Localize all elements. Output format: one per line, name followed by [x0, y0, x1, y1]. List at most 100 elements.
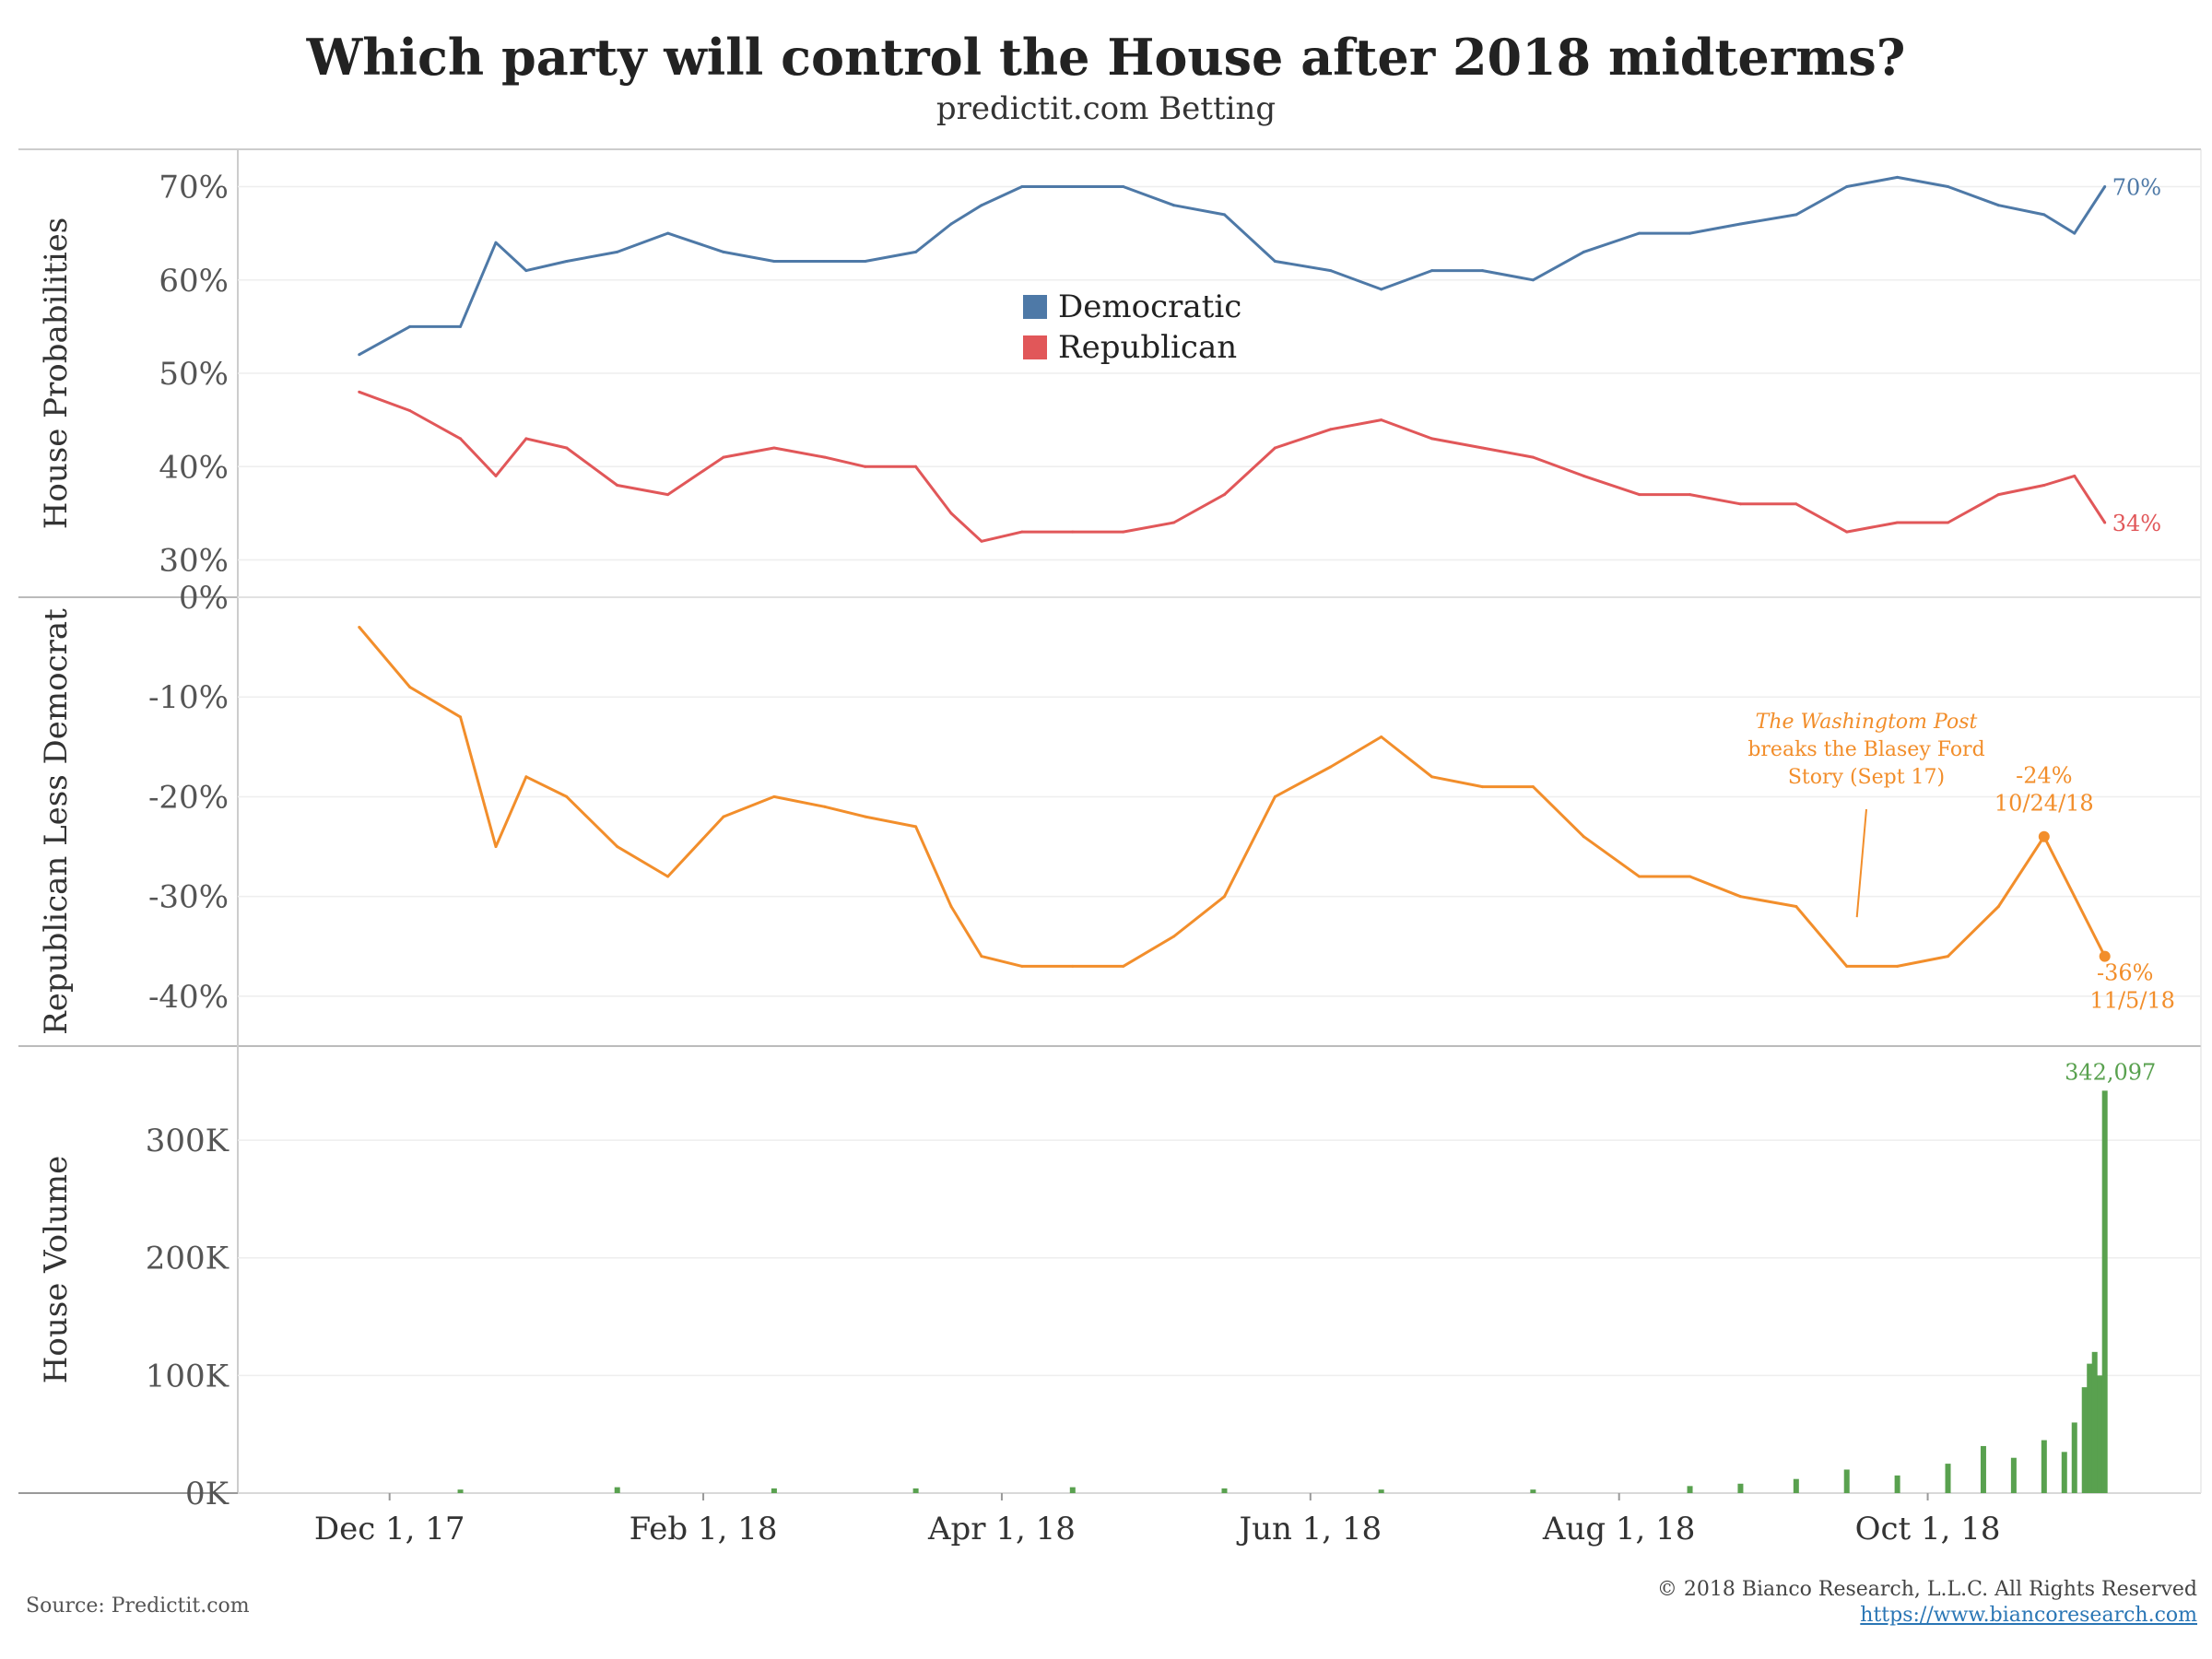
- data-point: [1794, 213, 1798, 217]
- volume-bar: [457, 1489, 464, 1493]
- data-point: [616, 845, 619, 849]
- data-point: [722, 815, 725, 818]
- website-link[interactable]: https://www.biancoresearch.com: [1860, 1604, 2197, 1627]
- data-point: [772, 794, 776, 798]
- volume-bar: [2091, 1351, 2098, 1493]
- volume-bar: [2061, 1452, 2067, 1493]
- data-point: [1273, 446, 1277, 450]
- data-point: [1329, 269, 1333, 273]
- data-point: [1582, 835, 1585, 839]
- data-point: [1122, 530, 1125, 534]
- x-tick-label: Apr 1, 18: [927, 1511, 1076, 1547]
- data-point: [1738, 895, 1742, 899]
- legend-label: Republican: [1058, 329, 1237, 366]
- peak-volume-label: 342,097: [2065, 1059, 2156, 1085]
- volume-panel: 0K 100K 200K 300K House Volume 342,097: [38, 1059, 2156, 1512]
- volume-bar: [771, 1488, 777, 1493]
- series-end-label: 34%: [2112, 511, 2161, 536]
- data-point: [358, 390, 361, 394]
- data-point: [1688, 875, 1692, 878]
- copyright-note: © 2018 Bianco Research, L.L.C. All Right…: [1656, 1578, 2197, 1601]
- data-point: [1845, 185, 1849, 188]
- data-point: [565, 446, 569, 450]
- y-axis-label: House Volume: [38, 1156, 75, 1383]
- data-point: [408, 409, 412, 412]
- volume-bar: [1737, 1483, 1744, 1493]
- y-axis-label: Republican Less Democrat: [38, 608, 75, 1035]
- data-point: [980, 539, 983, 543]
- annotation-text: breaks the Blasey Ford: [1747, 738, 1984, 761]
- data-point: [2073, 231, 2077, 235]
- data-point: [949, 512, 953, 515]
- y-tick-label: -20%: [148, 779, 229, 816]
- data-point: [1947, 955, 1950, 959]
- data-point: [1222, 213, 1226, 217]
- data-point: [1020, 964, 1024, 968]
- spread-panel: 0% -10% -20% -30% -40% Republican Less Democr…: [38, 580, 2175, 1035]
- data-point: [666, 231, 670, 235]
- data-point: [914, 825, 918, 829]
- data-point: [864, 815, 867, 818]
- volume-bar: [2010, 1457, 2017, 1493]
- data-point: [1480, 269, 1484, 273]
- data-point: [722, 250, 725, 253]
- y-tick-label: -30%: [148, 879, 229, 916]
- data-point: [1430, 437, 1434, 441]
- data-point: [666, 493, 670, 497]
- data-point: [1794, 904, 1798, 908]
- y-tick-label: 100K: [146, 1358, 229, 1394]
- data-point: [1582, 250, 1585, 253]
- source-note: Source: Predictit.com: [26, 1594, 250, 1618]
- data-point: [949, 904, 953, 908]
- data-point: [772, 260, 776, 263]
- volume-bar: [1378, 1489, 1384, 1493]
- y-tick-label: 200K: [146, 1241, 229, 1277]
- data-point: [666, 875, 670, 878]
- series-line-republican-less-democrat: [358, 626, 2107, 968]
- data-point: [1020, 530, 1024, 534]
- data-point: [1172, 204, 1176, 207]
- y-axis-label: House Probabilities: [38, 218, 75, 530]
- data-point: [408, 324, 412, 328]
- data-point: [1896, 964, 1900, 968]
- data-point: [1430, 269, 1434, 273]
- gridlines: [238, 185, 2201, 1494]
- data-point: [358, 353, 361, 357]
- y-tick-label: 70%: [159, 170, 229, 206]
- y-tick-label: 30%: [159, 543, 229, 580]
- data-point: [914, 250, 918, 253]
- annotation-marker: [2099, 950, 2111, 962]
- data-point: [358, 625, 361, 629]
- y-tick-label: 0K: [185, 1476, 229, 1512]
- annotation-value-label: -24%: [2016, 763, 2072, 789]
- data-point: [864, 260, 867, 263]
- y-tick-label: 40%: [159, 449, 229, 486]
- data-point: [1329, 428, 1333, 431]
- legend-label: Democratic: [1058, 288, 1241, 325]
- x-tick-label: Feb 1, 18: [629, 1511, 778, 1547]
- data-point: [459, 324, 463, 328]
- data-point: [2103, 521, 2107, 524]
- data-point: [1430, 775, 1434, 779]
- volume-bar: [1687, 1486, 1693, 1493]
- data-point: [1738, 502, 1742, 506]
- data-point: [1794, 502, 1798, 506]
- data-point: [1996, 904, 2000, 908]
- data-point: [772, 446, 776, 450]
- volume-bar: [1530, 1489, 1536, 1493]
- chart-title: Which party will control the House after…: [306, 28, 1906, 87]
- annotation-text: The Washingtom Post: [1756, 711, 1978, 734]
- data-point: [1531, 455, 1535, 459]
- series-line-democratic: [359, 175, 2106, 357]
- chart-subtitle: predictit.com Betting: [935, 90, 1277, 127]
- volume-bar: [2101, 1090, 2108, 1493]
- data-point: [494, 474, 498, 477]
- data-point: [1329, 765, 1333, 769]
- data-point: [459, 715, 463, 719]
- data-point: [980, 204, 983, 207]
- volume-bar: [1945, 1464, 1951, 1493]
- volume-bar: [1843, 1469, 1850, 1493]
- data-point: [1996, 493, 2000, 497]
- y-tick-label: 0%: [179, 580, 229, 617]
